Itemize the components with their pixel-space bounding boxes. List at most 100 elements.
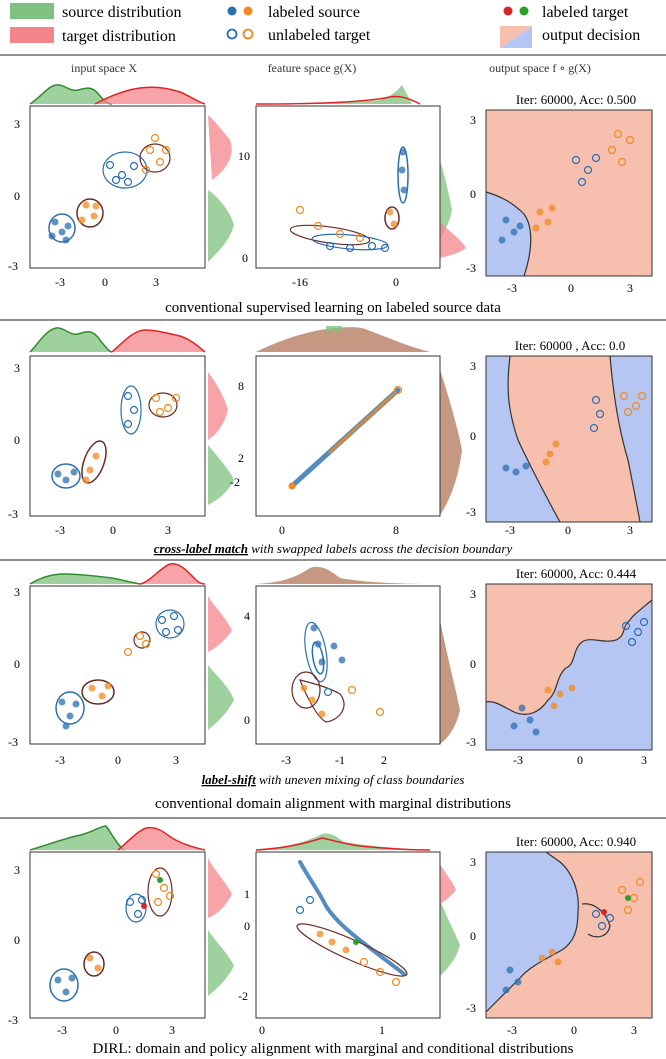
row3-p2-ytick-1: 0 <box>244 713 250 727</box>
row1-p3-ytick-0: 3 <box>470 113 476 127</box>
legend: source distribution target distribution … <box>10 3 640 48</box>
legend-swatch-source <box>10 3 54 19</box>
row4-p1-ytick-1: 0 <box>14 933 20 947</box>
row1-contour-blue-source <box>48 213 76 243</box>
row3-p3-xtick-2: 3 <box>641 753 647 767</box>
row2-points-input <box>54 391 181 484</box>
row4-right-density-source <box>208 930 234 996</box>
row1-points-input <box>48 133 171 244</box>
row2-iter-text: Iter: 60000 , Acc: 0.0 <box>515 338 625 353</box>
col-title-input: input space X <box>71 61 137 75</box>
row3-iter-text: Iter: 60000, Acc: 0.444 <box>516 566 637 581</box>
row4-p2-xtick-0: 0 <box>259 1023 265 1037</box>
row2-top-density-source <box>30 327 112 352</box>
row1-top-density-target-line <box>94 86 206 105</box>
row3-f-top-density <box>256 566 430 584</box>
row1-right-density-target <box>208 115 232 180</box>
row3-top-density-source <box>30 574 140 584</box>
row4-f-blue-band <box>298 860 406 976</box>
row2-f-diagonal-orange <box>328 391 397 454</box>
legend-dot-orange-filled <box>243 6 253 16</box>
row1-f-right-density-target <box>440 222 466 258</box>
row4-p3-xtick-2: 3 <box>631 1023 637 1037</box>
legend-target-distribution: target distribution <box>62 28 176 45</box>
legend-labeled-target: labeled target <box>542 4 629 21</box>
row1-p1-ytick-2: -3 <box>8 259 18 273</box>
legend-swatch-target <box>10 27 54 43</box>
row3-panel-feature: 4 0 -3 -1 2 <box>244 566 460 767</box>
row3-points-input <box>58 611 183 730</box>
row3-f-right-density <box>440 620 460 744</box>
row1-p1-ytick-0: 3 <box>14 117 20 131</box>
row4-out-labeled-target-green <box>625 895 631 901</box>
row2-caption-bold: cross-label match <box>154 541 248 556</box>
row4-f-labeled-target-green <box>353 939 359 945</box>
row4-f-contour-orange <box>296 923 408 977</box>
row2-points-output <box>502 391 647 476</box>
row1-points-feature <box>295 148 408 253</box>
row2-p2-xtick-1: 8 <box>393 523 399 537</box>
row2-contour-blue-source <box>51 463 81 489</box>
row3-p2-xtick-1: -1 <box>335 753 345 767</box>
row2-caption-rest: with swapped labels across the decision … <box>248 541 512 556</box>
row4-points-input <box>54 869 175 996</box>
col-title-feature: feature space g(X) <box>268 61 357 75</box>
row2-top-density-source-line <box>29 327 113 353</box>
row3-points-output <box>510 617 649 736</box>
row2-p3-xtick-0: -3 <box>505 523 515 537</box>
row4-contour-blue-source <box>49 968 79 1002</box>
row4-p3-ytick-0: 3 <box>470 855 476 869</box>
row1-p2-xtick-0: -16 <box>292 275 308 289</box>
row1-p3-ytick-2: -3 <box>466 261 476 275</box>
row4-top-density-target-line <box>117 826 206 851</box>
row-3: 3 0 -3 -3 0 3 4 0 -3 -1 2 <box>8 563 653 812</box>
row2-f-right-density <box>440 370 462 515</box>
row3-top-density-target <box>140 563 205 584</box>
row1-p1-xtick-1: 0 <box>102 275 108 289</box>
row2-p2-xtick-0: 0 <box>279 523 285 537</box>
row4-p1-ytick-2: -3 <box>8 1013 18 1027</box>
row3-panel-output: Iter: 60000, Acc: 0.444 3 0 -3 -3 0 3 <box>466 566 653 767</box>
row1-panel-output-frame <box>485 109 653 277</box>
row2-panel-input-frame <box>29 355 206 517</box>
row3-p2-xtick-0: -3 <box>281 753 291 767</box>
row3-panel-input-frame <box>29 585 206 745</box>
row4-f-right-density-source <box>440 900 460 976</box>
row2-top-density-target-line <box>111 329 206 353</box>
row3-right-density-target <box>208 596 232 652</box>
row3-top-density-source-line <box>29 573 141 585</box>
row3-contour-blue-target <box>155 609 185 639</box>
row3-top-density-target-line <box>139 563 206 585</box>
row4-panel-input: 3 0 -3 -3 0 3 <box>8 825 234 1037</box>
row1-iter-text: Iter: 60000, Acc: 0.500 <box>516 92 636 107</box>
row1-points-output <box>498 129 635 244</box>
row3-points-feature <box>300 624 385 718</box>
row4-p3-ytick-2: -3 <box>466 1001 476 1015</box>
legend-dot-orange-hollow <box>242 28 254 40</box>
row2-p1-xtick-0: -3 <box>55 523 65 537</box>
legend-source-distribution: source distribution <box>62 4 182 21</box>
legend-dot-blue-filled <box>227 6 237 16</box>
row1-p3-xtick-2: 3 <box>627 281 633 295</box>
legend-output-decision: output decision <box>542 27 640 44</box>
row2-panel-input: 3 0 -3 -3 0 3 <box>8 327 234 537</box>
col-title-output: output space f ∘ g(X) <box>489 61 591 75</box>
row1-contour-orange-target <box>139 143 171 173</box>
row3-p3-ytick-0: 3 <box>470 587 476 601</box>
row4-out-labeled-target-red <box>601 909 607 915</box>
row2-p1-ytick-2: -3 <box>8 507 18 521</box>
row4-p1-xtick-0: -3 <box>57 1023 67 1037</box>
row2-decision-boundary-left <box>507 355 561 523</box>
row4-f-top-density-target <box>255 837 431 851</box>
row2-p2-ytick-2: -2 <box>230 475 240 489</box>
row3-p2-xtick-2: 2 <box>381 753 387 767</box>
row2-right-density-target <box>208 372 228 440</box>
legend-dot-blue-hollow <box>226 28 238 40</box>
row4-f-top-density-source <box>256 833 430 850</box>
row3-f-contour-extra <box>299 679 345 723</box>
row3-panel-input: 3 0 -3 -3 0 3 <box>8 563 234 767</box>
row3-panel-output-frame <box>485 583 653 751</box>
row4-p2-ytick-0: 1 <box>244 887 250 901</box>
row1-f-right-density-source <box>440 160 452 240</box>
